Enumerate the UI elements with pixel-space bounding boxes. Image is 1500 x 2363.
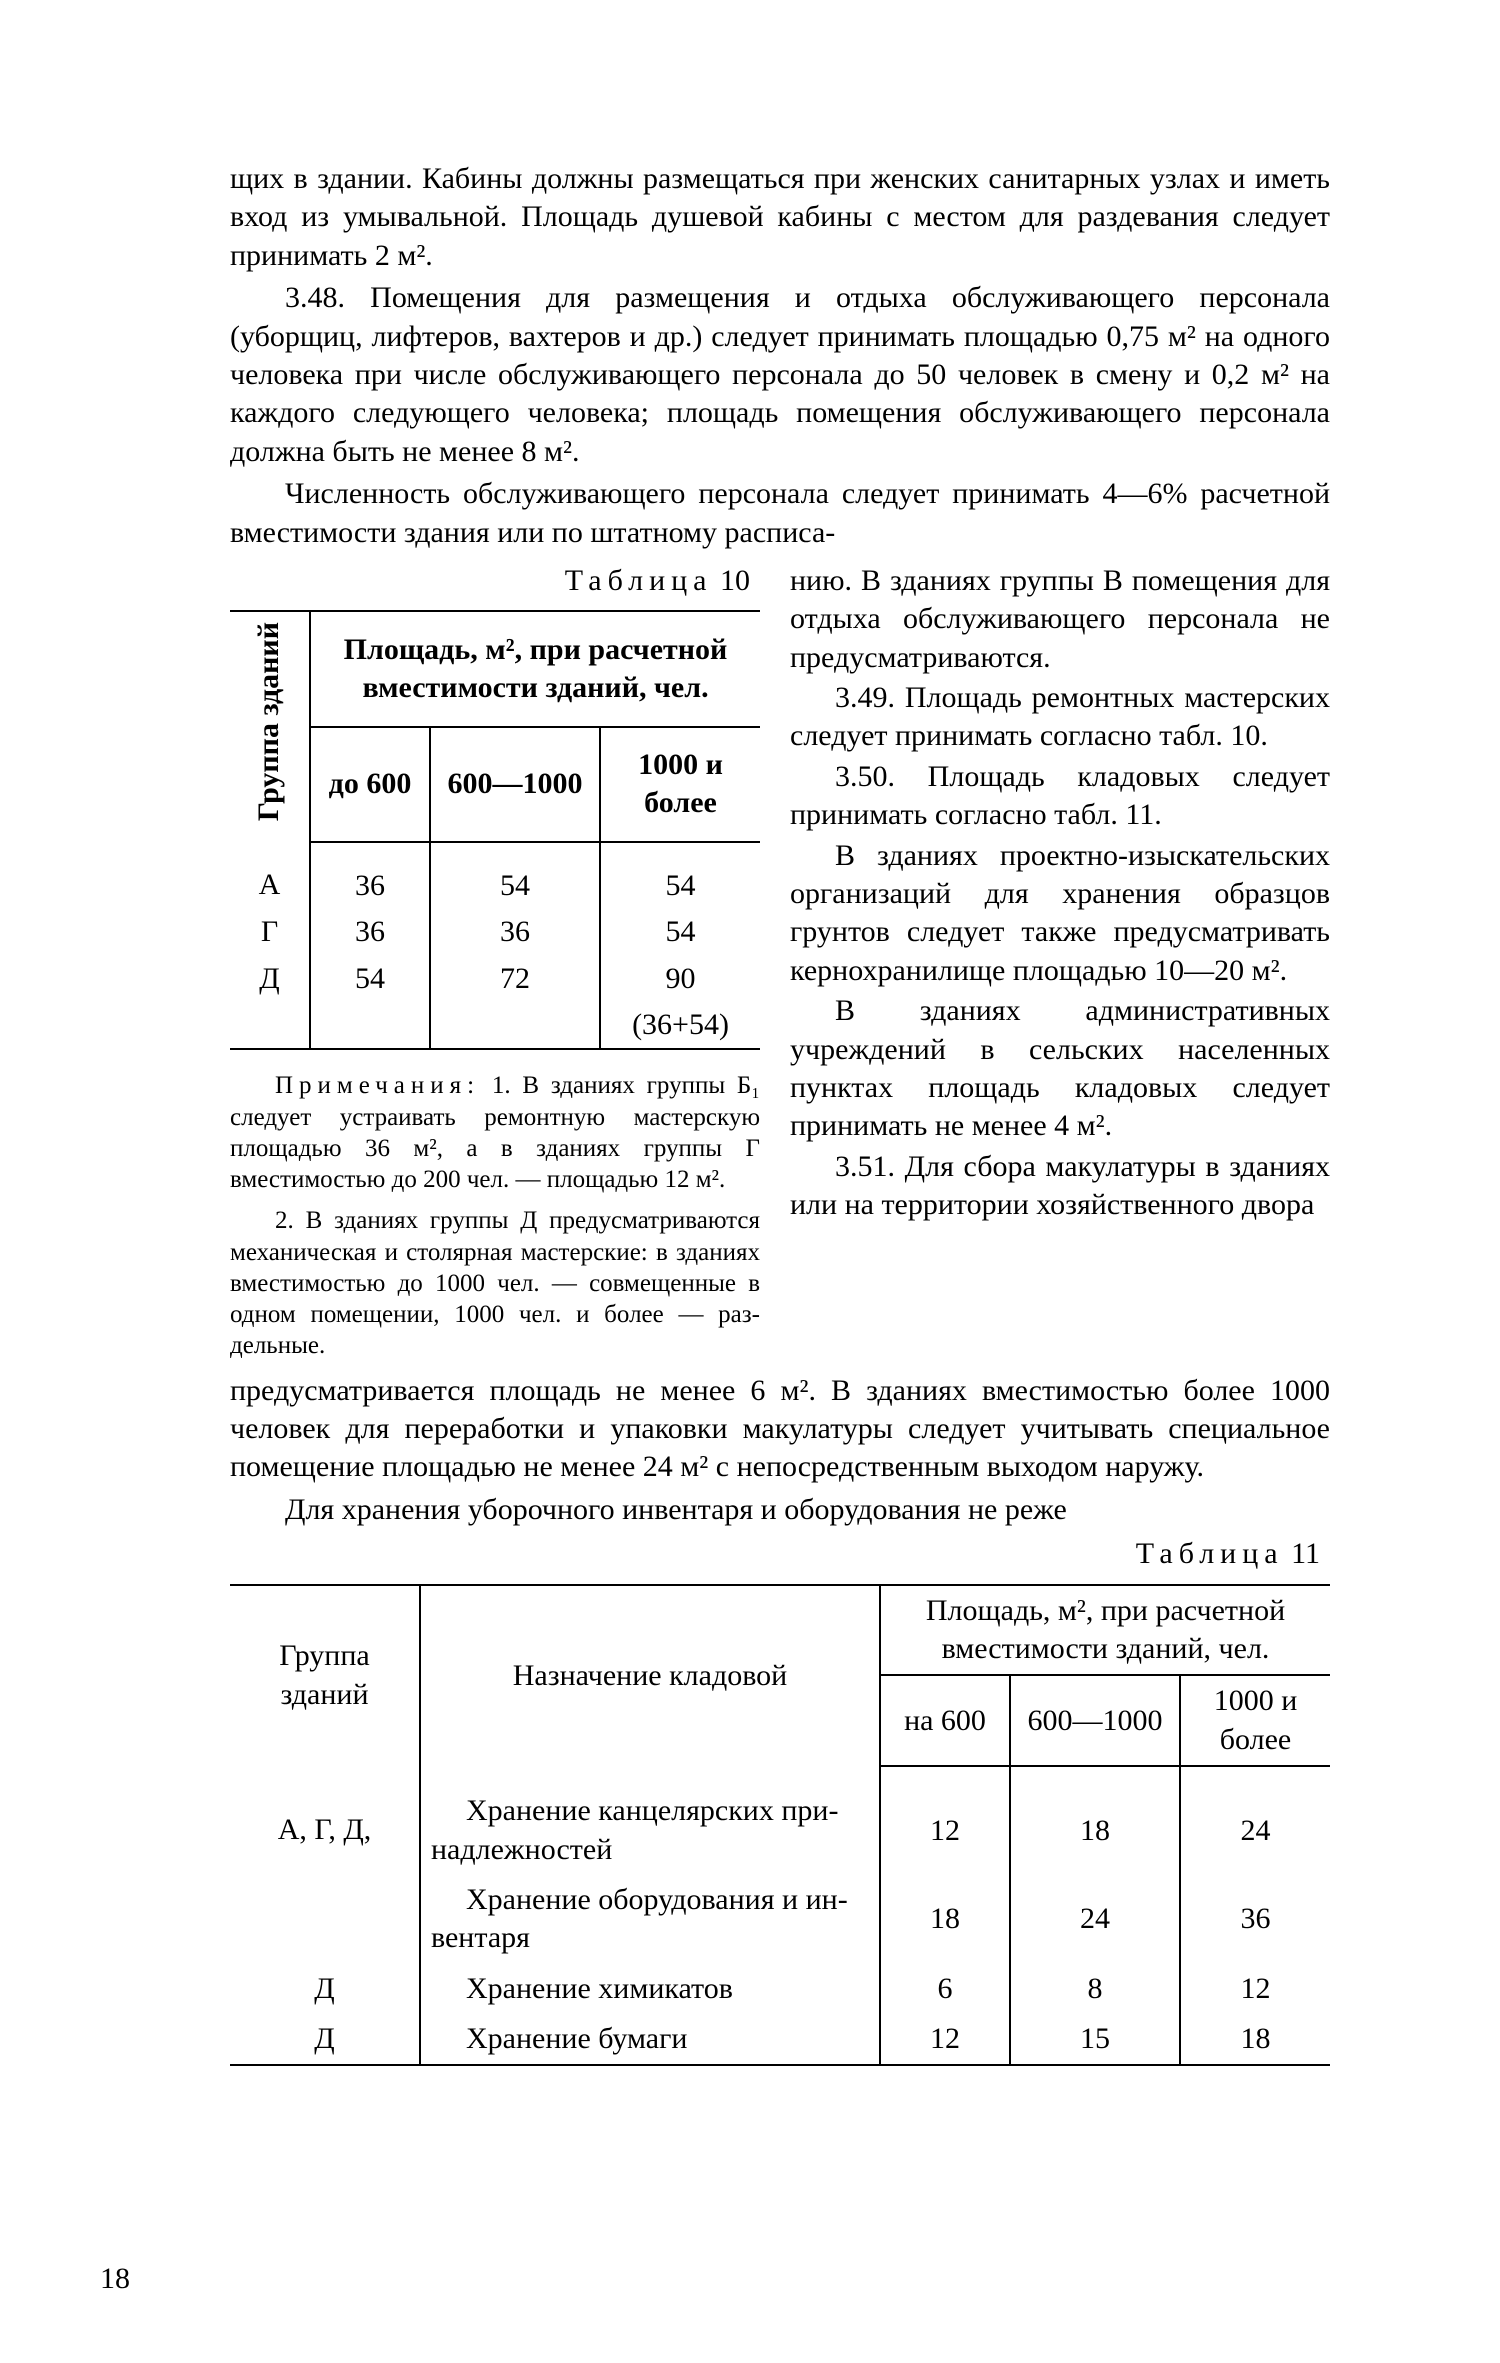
r2: 3.49. Площадь ремонтных мастерских следу… — [790, 679, 1330, 756]
t10-extra: (36+54) — [600, 1002, 760, 1049]
table-11: Группа зданий Назначение кладовой Площад… — [230, 1584, 1330, 2067]
r5: В зданиях администра­тивных учреждений в… — [790, 992, 1330, 1146]
t10-col3: 1000 и более — [600, 727, 760, 842]
page-number: 18 — [100, 2260, 130, 2298]
table-row: Д Хранение химикатов 6 8 12 — [230, 1964, 1330, 2014]
t10-g2: Д — [230, 956, 310, 1002]
t11-a3: 12 — [880, 2014, 1010, 2065]
t11-p1: Хранение оборудования и ин­вентаря — [420, 1875, 880, 1964]
r4: В зданиях проектно-изыс­кательских орган… — [790, 837, 1330, 991]
t11-b2: 8 — [1010, 1964, 1180, 2014]
t10-b1: 36 — [430, 909, 600, 955]
t11-a1: 18 — [880, 1875, 1010, 1964]
t11-c2: 12 — [1180, 1964, 1330, 2014]
r3: 3.50. Площадь кладовых следует принимать… — [790, 758, 1330, 835]
t10-rowlabel-text: Группа зданий — [250, 616, 288, 827]
table-row: Д Хранение бумаги 12 15 18 — [230, 2014, 1330, 2065]
table-10: Группа зданий Площадь, м², при расчетной… — [230, 610, 760, 1050]
t11-b1: 24 — [1010, 1875, 1180, 1964]
t11-h-purpose: Назначение кладовой — [420, 1585, 880, 1767]
table10-caption: Таблица 10 — [230, 562, 750, 600]
t11-c0: 24 — [1180, 1766, 1330, 1875]
table-row: (36+54) — [230, 1002, 760, 1049]
after-2: Для хранения уборочного инвентаря и обор… — [230, 1491, 1330, 1529]
para-2: 3.48. Помещения для размещения и отдыха … — [230, 279, 1330, 471]
t10-a0: 36 — [310, 842, 430, 909]
t10-col2: 600—1000 — [430, 727, 600, 842]
r6: 3.51. Для сбора макулату­ры в зданиях ил… — [790, 1148, 1330, 1225]
t11-a0: 12 — [880, 1766, 1010, 1875]
t10-c1: 54 — [600, 909, 760, 955]
table-row: А, Г, Д, Хранение канцелярских при­надле… — [230, 1766, 1330, 1875]
table11-caption-word: Таблица — [1136, 1537, 1284, 1570]
right-column: нию. В зданиях группы В по­мещения для о… — [790, 562, 1330, 1372]
t10-b2: 72 — [430, 956, 600, 1002]
t10-c2: 90 — [600, 956, 760, 1002]
t10-a2: 54 — [310, 956, 430, 1002]
table-row: Хранение оборудования и ин­вентаря 18 24… — [230, 1875, 1330, 1964]
t11-h-span: Площадь, м², при расчетной вместимости з… — [880, 1585, 1330, 1676]
table10-caption-num: 10 — [713, 564, 751, 597]
t11-col2: 600—1000 — [1010, 1675, 1180, 1766]
t11-c3: 18 — [1180, 2014, 1330, 2065]
table-row: Г 36 36 54 — [230, 909, 760, 955]
note-lead: Примечания: — [275, 1072, 480, 1099]
after-1: предусматривается площадь не менее 6 м².… — [230, 1372, 1330, 1487]
t11-h-group: Группа зданий — [230, 1585, 420, 1767]
table11-caption-num: 11 — [1284, 1537, 1320, 1570]
t11-p2: Хранение химикатов — [420, 1964, 880, 2014]
table10-notes: Примечания: 1. В зданиях группы Б₁ следу… — [230, 1070, 760, 1361]
note-1: Примечания: 1. В зданиях группы Б₁ следу… — [230, 1070, 760, 1195]
t10-col1: до 600 — [310, 727, 430, 842]
table11-caption: Таблица 11 — [230, 1535, 1320, 1573]
t11-col3: 1000 и более — [1180, 1675, 1330, 1766]
table10-caption-word: Таблица — [565, 564, 713, 597]
left-column: Таблица 10 Группа зданий Площадь, м², пр… — [230, 562, 760, 1372]
r1: нию. В зданиях группы В по­мещения для о… — [790, 562, 1330, 677]
para-3: Численность обслуживающего персонала сле… — [230, 475, 1330, 552]
table-row: Д 54 72 90 — [230, 956, 760, 1002]
t11-b3: 15 — [1010, 2014, 1180, 2065]
t10-g1: Г — [230, 909, 310, 955]
t11-g0: А, Г, Д, — [230, 1766, 420, 1875]
t10-rowlabel: Группа зданий — [230, 611, 310, 842]
t11-col1: на 600 — [880, 1675, 1010, 1766]
t11-g2: Д — [230, 1964, 420, 2014]
t10-a1: 36 — [310, 909, 430, 955]
table-row: А 36 54 54 — [230, 842, 760, 909]
two-column-region: Таблица 10 Группа зданий Площадь, м², пр… — [230, 562, 1330, 1372]
t10-g0: А — [230, 842, 310, 909]
t11-b0: 18 — [1010, 1766, 1180, 1875]
t11-p3: Хранение бумаги — [420, 2014, 880, 2065]
t10-spanhead: Площадь, м², при расчетной вместимости з… — [310, 611, 760, 726]
t11-a2: 6 — [880, 1964, 1010, 2014]
t11-g1 — [230, 1875, 420, 1964]
note-2: 2. В зданиях группы Д предусмат­риваются… — [230, 1205, 760, 1361]
t11-c1: 36 — [1180, 1875, 1330, 1964]
para-1: щих в здании. Кабины должны размещаться … — [230, 160, 1330, 275]
t10-c0: 54 — [600, 842, 760, 909]
t11-g3: Д — [230, 2014, 420, 2065]
t11-p0: Хранение канцелярских при­надлежностей — [420, 1766, 880, 1875]
t10-b0: 54 — [430, 842, 600, 909]
